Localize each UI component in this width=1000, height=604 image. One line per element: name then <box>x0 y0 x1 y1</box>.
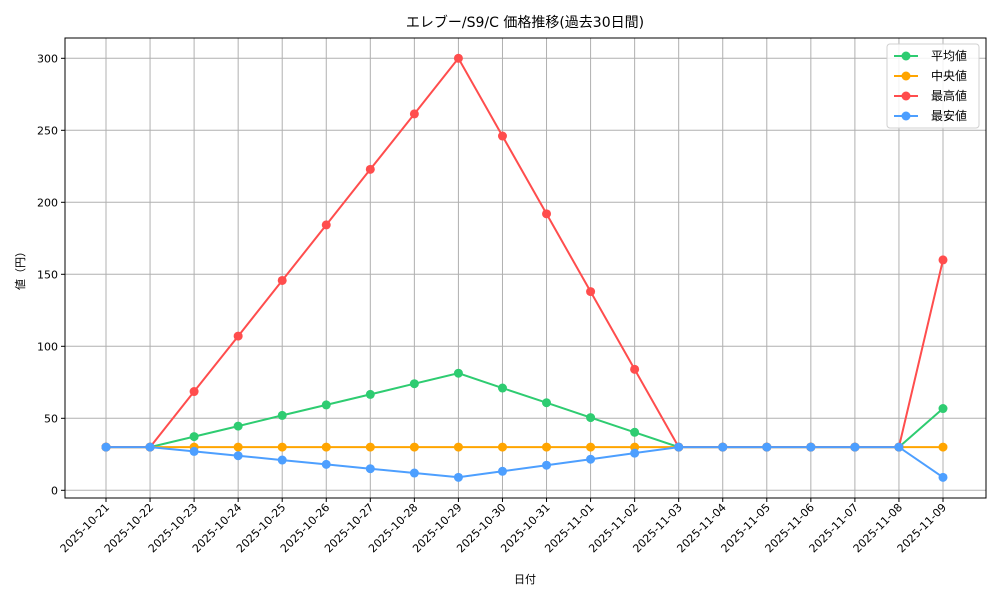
data-point[interactable] <box>409 442 419 452</box>
data-point[interactable] <box>586 442 596 452</box>
legend-label: 平均値 <box>931 48 967 63</box>
y-tick-label: 50 <box>44 412 58 425</box>
data-point[interactable] <box>542 209 552 219</box>
y-tick-label: 300 <box>37 52 58 65</box>
x-axis: 2025-10-212025-10-222025-10-232025-10-24… <box>58 498 949 555</box>
data-point[interactable] <box>938 255 948 265</box>
series-lines <box>101 53 948 482</box>
data-point[interactable] <box>365 164 375 174</box>
data-point[interactable] <box>409 468 419 478</box>
y-tick-label: 250 <box>37 124 58 137</box>
data-point[interactable] <box>630 448 640 458</box>
axes-frame <box>64 37 987 499</box>
series-平均値 <box>101 368 948 452</box>
data-point[interactable] <box>850 442 860 452</box>
data-point[interactable] <box>806 442 816 452</box>
legend-swatch-marker <box>901 71 911 81</box>
data-point[interactable] <box>233 421 243 431</box>
data-point[interactable] <box>497 131 507 141</box>
data-point[interactable] <box>321 442 331 452</box>
legend-swatch-marker <box>901 51 911 61</box>
legend-label: 最安値 <box>931 108 967 123</box>
data-point[interactable] <box>277 442 287 452</box>
y-tick-label: 200 <box>37 196 58 209</box>
data-point[interactable] <box>894 442 904 452</box>
data-point[interactable] <box>542 442 552 452</box>
y-axis-label: 値（円） <box>14 246 27 290</box>
x-axis-label: 日付 <box>514 573 536 586</box>
data-point[interactable] <box>453 368 463 378</box>
legend-label: 中央値 <box>931 68 967 83</box>
data-point[interactable] <box>630 427 640 437</box>
data-point[interactable] <box>233 331 243 341</box>
legend-item: 最安値 <box>894 108 967 123</box>
data-point[interactable] <box>409 379 419 389</box>
series-line <box>106 372 944 449</box>
data-point[interactable] <box>277 275 287 285</box>
legend-item: 中央値 <box>894 68 967 83</box>
grid-lines <box>65 38 986 498</box>
data-point[interactable] <box>101 442 111 452</box>
data-point[interactable] <box>938 472 948 482</box>
series-最安値 <box>101 442 948 482</box>
series-line <box>106 56 944 449</box>
y-tick-label: 100 <box>37 340 58 353</box>
data-point[interactable] <box>365 464 375 474</box>
data-point[interactable] <box>233 451 243 461</box>
data-point[interactable] <box>938 404 948 414</box>
data-point[interactable] <box>497 466 507 476</box>
chart-title: エレブー/S9/C 価格推移(過去30日間) <box>406 14 644 31</box>
series-line <box>106 446 944 479</box>
data-point[interactable] <box>762 442 772 452</box>
data-point[interactable] <box>586 287 596 297</box>
legend-label: 最高値 <box>931 88 967 103</box>
data-point[interactable] <box>277 455 287 465</box>
data-point[interactable] <box>321 459 331 469</box>
data-point[interactable] <box>233 442 243 452</box>
data-point[interactable] <box>365 389 375 399</box>
legend-swatch-marker <box>901 91 911 101</box>
data-point[interactable] <box>497 442 507 452</box>
data-point[interactable] <box>365 442 375 452</box>
y-axis: 0 50 100 150 200 250 300 <box>37 52 65 497</box>
data-point[interactable] <box>542 398 552 408</box>
data-point[interactable] <box>189 446 199 456</box>
series-最高値 <box>101 53 948 452</box>
data-point[interactable] <box>674 442 684 452</box>
data-point[interactable] <box>718 442 728 452</box>
data-point[interactable] <box>321 220 331 230</box>
data-point[interactable] <box>409 109 419 119</box>
data-point[interactable] <box>321 400 331 410</box>
data-point[interactable] <box>453 53 463 63</box>
data-point[interactable] <box>453 472 463 482</box>
data-point[interactable] <box>145 442 155 452</box>
data-point[interactable] <box>586 454 596 464</box>
legend-item: 平均値 <box>894 48 967 63</box>
data-point[interactable] <box>938 442 948 452</box>
data-point[interactable] <box>189 387 199 397</box>
data-point[interactable] <box>542 460 552 470</box>
legend-item: 最高値 <box>894 88 967 103</box>
data-point[interactable] <box>189 432 199 442</box>
data-point[interactable] <box>277 410 287 420</box>
legend-box <box>886 43 980 129</box>
y-tick-label: 150 <box>37 268 58 281</box>
data-point[interactable] <box>497 383 507 393</box>
legend-swatch-marker <box>901 111 911 121</box>
data-point[interactable] <box>453 442 463 452</box>
data-point[interactable] <box>586 413 596 423</box>
y-tick-label: 0 <box>51 484 58 497</box>
data-point[interactable] <box>630 364 640 374</box>
